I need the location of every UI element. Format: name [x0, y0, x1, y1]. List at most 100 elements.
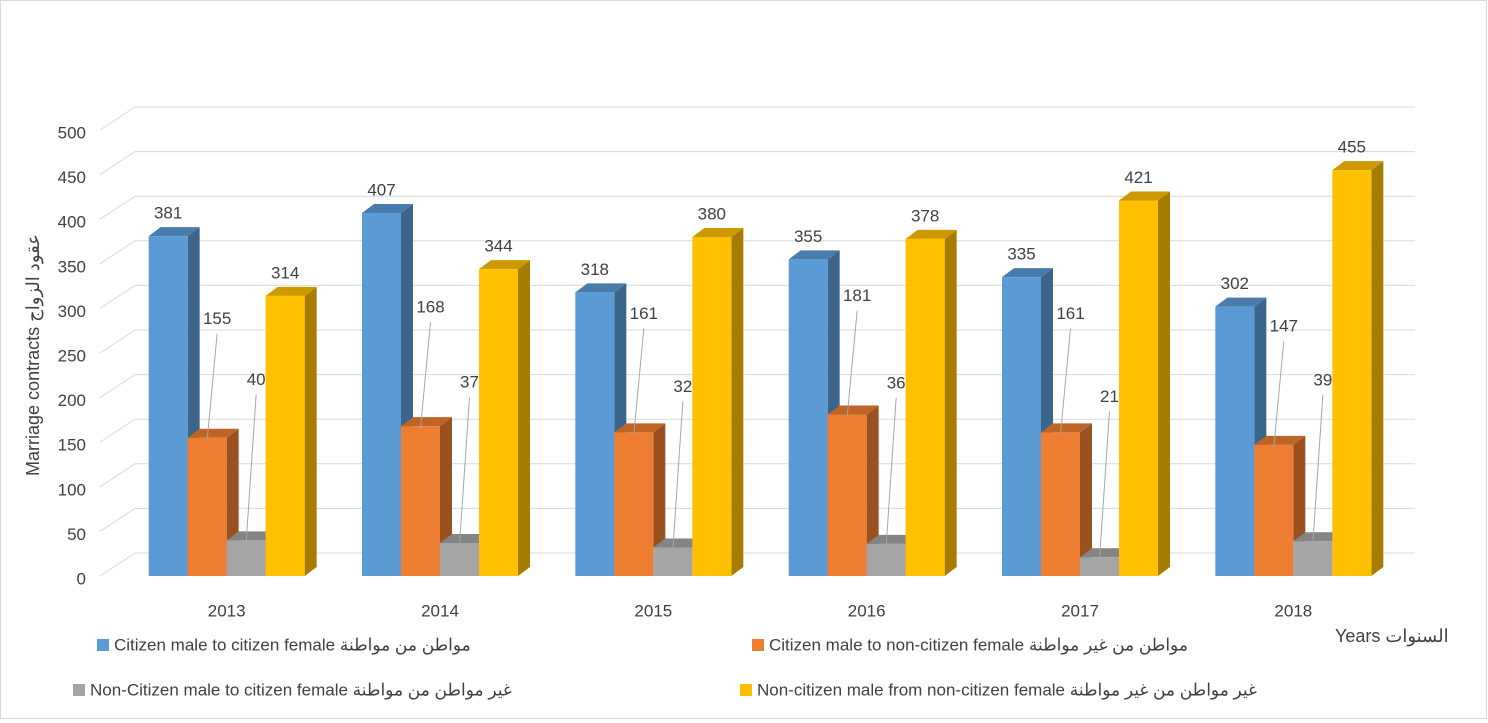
data-label: 318 [581, 260, 609, 279]
bar-front [788, 259, 828, 576]
leader-line [885, 397, 897, 546]
bar-side [731, 228, 744, 577]
y-tick-label: 500 [58, 123, 86, 142]
bar-side [518, 260, 530, 576]
grid-line [99, 284, 1415, 309]
x-tick-label: 2017 [1061, 601, 1099, 620]
bar-side [944, 229, 957, 576]
legend-swatch [97, 639, 109, 651]
bar-front [1002, 277, 1041, 576]
leader-line [633, 328, 645, 435]
data-label: 421 [1124, 168, 1152, 187]
grid-line [99, 151, 1415, 176]
bar-front [148, 236, 188, 576]
x-tick-label: 2015 [634, 601, 672, 620]
data-label: 302 [1221, 274, 1249, 293]
bar-front [1041, 432, 1080, 576]
data-label: 378 [911, 206, 939, 225]
bar-front [401, 426, 440, 576]
legend-label: Citizen male to citizen female مواطن من … [114, 635, 471, 655]
bar-front [653, 547, 693, 576]
x-tick-label: 2018 [1274, 601, 1312, 620]
bar [1119, 191, 1170, 576]
leader-line [1060, 328, 1071, 435]
legend-swatch [73, 684, 85, 696]
bar [614, 423, 666, 576]
data-label: 155 [203, 309, 231, 328]
x-tick-label: 2014 [421, 601, 459, 620]
bar-front [479, 269, 518, 576]
y-tick-label: 350 [58, 257, 86, 276]
data-label: 355 [794, 227, 822, 246]
y-tick-label: 450 [58, 168, 86, 187]
data-label: 335 [1007, 245, 1035, 264]
bar [827, 405, 879, 576]
bar-top [362, 203, 413, 213]
bar [905, 229, 957, 576]
bar-side [304, 286, 317, 576]
leader-line [846, 310, 858, 417]
data-label: 161 [1056, 304, 1084, 323]
data-label: 37 [460, 372, 479, 391]
grid-line [99, 329, 1415, 354]
bar-front [1080, 557, 1119, 576]
leader-line [245, 394, 257, 543]
leader-line [1312, 395, 1324, 544]
bar-front [866, 543, 906, 576]
bar-top [1002, 268, 1053, 278]
data-label: 314 [271, 263, 299, 282]
bar-top [653, 538, 705, 548]
bar-front [1119, 200, 1158, 576]
bar-top [265, 286, 317, 296]
data-label: 407 [367, 180, 395, 199]
data-label: 147 [1270, 316, 1298, 335]
y-tick-label: 400 [58, 213, 86, 232]
leader-line [420, 322, 431, 429]
bar-top [1119, 191, 1170, 201]
grid-line [99, 195, 1415, 220]
bar-top [788, 250, 840, 260]
x-tick-label: 2013 [208, 601, 246, 620]
leader-line [459, 396, 470, 546]
legend-label: Non-Citizen male to citizen female غير م… [90, 680, 512, 700]
bar-front [440, 542, 479, 576]
data-label: 36 [887, 373, 906, 392]
bar-front [575, 292, 615, 576]
leader-line [1099, 411, 1110, 560]
grid-line [99, 240, 1415, 265]
bar-side [1158, 191, 1170, 576]
bar-front [226, 540, 266, 576]
data-label: 380 [698, 205, 726, 224]
grid-line [99, 507, 1415, 532]
data-label: 32 [673, 377, 692, 396]
bar [1332, 161, 1384, 576]
legend-label: Non-citizen male from non-citizen female… [757, 680, 1257, 700]
y-tick-label: 0 [77, 569, 86, 588]
data-label: 381 [154, 204, 182, 223]
x-axis-label: Years السنوات [1335, 626, 1449, 647]
y-tick-label: 50 [67, 525, 86, 544]
bar-top [1332, 161, 1384, 171]
bar [265, 286, 317, 576]
bar-top [1293, 532, 1345, 542]
bar-front [1254, 444, 1294, 576]
grid-line [99, 374, 1415, 399]
legend-swatch [740, 684, 752, 696]
data-label: 168 [416, 298, 444, 317]
bar-side [866, 405, 879, 576]
bar-front [614, 432, 654, 576]
data-label: 181 [843, 286, 871, 305]
bar-front [1293, 541, 1333, 576]
leader-line [206, 333, 218, 440]
bar-side [653, 423, 666, 576]
bar-top [401, 417, 452, 427]
bar-front [265, 295, 305, 576]
leader-line [1273, 340, 1285, 447]
y-axis-label: Marriage contracts عقود الزواج [23, 234, 44, 476]
bar-front [1332, 170, 1372, 576]
data-label: 455 [1338, 138, 1366, 157]
bar-top [226, 531, 278, 541]
bar-top [614, 423, 666, 433]
legend-swatch [752, 639, 764, 651]
